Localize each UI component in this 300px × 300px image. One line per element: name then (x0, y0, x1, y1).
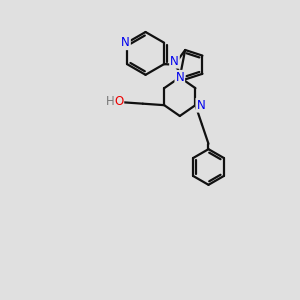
Text: N: N (196, 99, 205, 112)
Text: H: H (106, 95, 115, 108)
Text: N: N (170, 55, 179, 68)
Text: N: N (121, 36, 130, 49)
Text: N: N (176, 71, 184, 84)
Text: O: O (114, 95, 124, 108)
